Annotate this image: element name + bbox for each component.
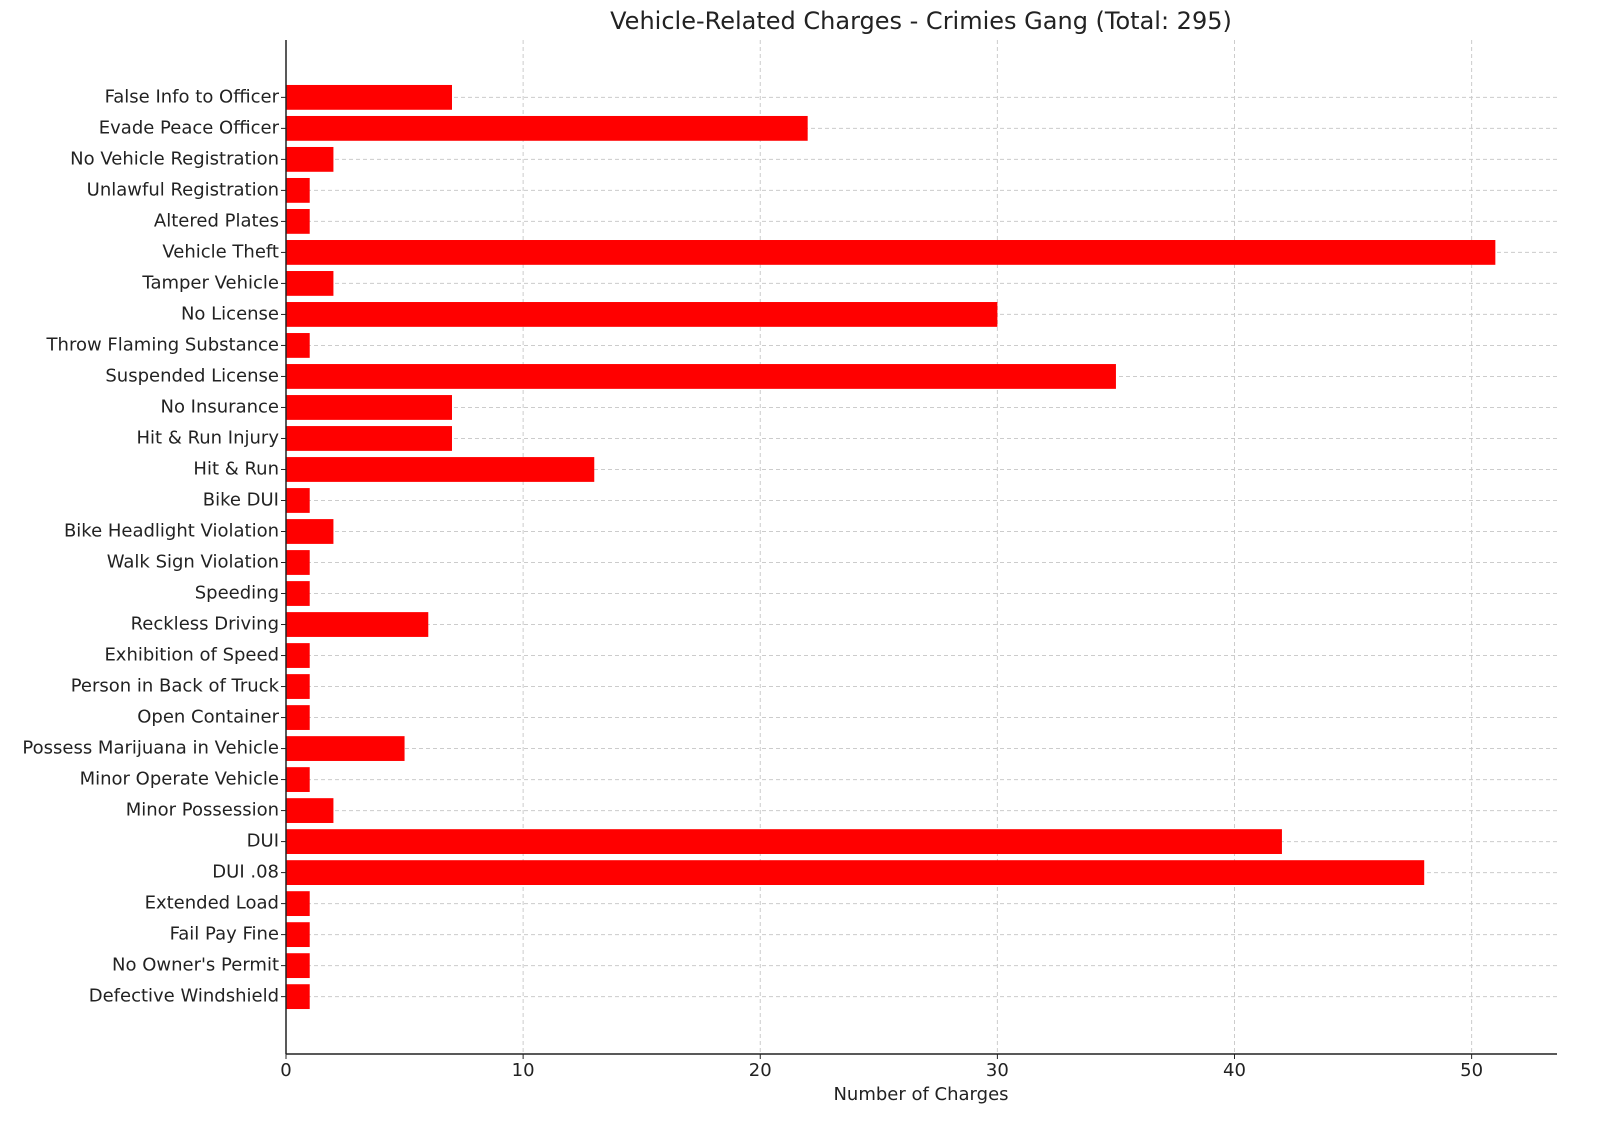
y-tick-label: Fail Pay Fine — [170, 924, 279, 945]
y-tick-label: Altered Plates — [154, 210, 279, 231]
bar — [286, 271, 334, 296]
bar — [286, 240, 1496, 265]
x-tick-label: 50 — [1460, 1060, 1483, 1081]
bar — [286, 767, 310, 792]
bar — [286, 829, 1282, 854]
bar — [286, 115, 808, 141]
y-tick-label: Unlawful Registration — [87, 179, 279, 200]
y-tick-label: Throw Flaming Substance — [46, 334, 279, 355]
y-tick-label: No Owner's Permit — [112, 955, 279, 976]
chart-title: Vehicle-Related Charges - Crimies Gang (… — [610, 7, 1232, 35]
x-tick-label: 0 — [280, 1060, 291, 1081]
bar — [286, 984, 310, 1010]
y-tick-label: Bike DUI — [203, 489, 279, 510]
bar — [286, 84, 452, 110]
y-tick-label: Suspended License — [105, 365, 279, 386]
y-tick-label: Evade Peace Officer — [99, 117, 280, 138]
bar — [286, 519, 334, 544]
bar — [286, 798, 334, 823]
y-tick-label: Open Container — [137, 707, 279, 728]
y-tick-label: Possess Marijuana in Vehicle — [22, 738, 279, 759]
y-tick-label: Defective Windshield — [89, 986, 279, 1007]
bar — [286, 736, 405, 761]
x-axis-label: Number of Charges — [833, 1084, 1008, 1105]
y-tick-label: Exhibition of Speed — [104, 645, 279, 666]
y-tick-label: Bike Headlight Violation — [64, 520, 279, 541]
bar — [286, 643, 310, 668]
y-tick-label: Minor Operate Vehicle — [80, 769, 279, 790]
bar — [286, 581, 310, 606]
y-tick-label: DUI .08 — [212, 862, 279, 883]
y-tick-label: Extended Load — [145, 893, 279, 914]
y-tick-label: Speeding — [195, 583, 279, 604]
bar — [286, 177, 310, 203]
x-tick-label: 30 — [986, 1060, 1009, 1081]
y-tick-label: Hit & Run — [193, 458, 279, 479]
x-tick-label: 20 — [749, 1060, 772, 1081]
bar — [286, 488, 310, 513]
bar — [286, 146, 334, 172]
y-tick-label: Reckless Driving — [131, 614, 279, 635]
bar — [286, 891, 310, 917]
y-tick-label: No Vehicle Registration — [70, 148, 279, 169]
bar — [286, 612, 429, 637]
bar — [286, 705, 310, 730]
bar — [286, 953, 310, 979]
bar — [286, 550, 310, 575]
y-tick-label: Walk Sign Violation — [107, 552, 279, 573]
y-tick-label: Vehicle Theft — [162, 241, 279, 262]
bar — [286, 922, 310, 948]
bar — [286, 209, 310, 234]
y-tick-label: No Insurance — [160, 396, 279, 417]
bar — [286, 457, 595, 482]
bar — [286, 302, 998, 327]
y-tick-label: No License — [181, 303, 279, 324]
bar — [286, 364, 1116, 389]
x-tick-label: 40 — [1223, 1060, 1246, 1081]
y-tick-label: Tamper Vehicle — [141, 272, 279, 293]
y-tick-label: Person in Back of Truck — [71, 676, 280, 697]
bar — [286, 674, 310, 699]
bar — [286, 333, 310, 358]
x-tick-label: 10 — [512, 1060, 535, 1081]
bar — [286, 860, 1425, 885]
bar — [286, 395, 452, 420]
y-tick-label: Hit & Run Injury — [137, 427, 280, 448]
bar — [286, 426, 452, 451]
y-tick-label: Minor Possession — [126, 800, 279, 821]
y-tick-label: False Info to Officer — [105, 86, 280, 107]
y-tick-label: DUI — [247, 831, 279, 852]
